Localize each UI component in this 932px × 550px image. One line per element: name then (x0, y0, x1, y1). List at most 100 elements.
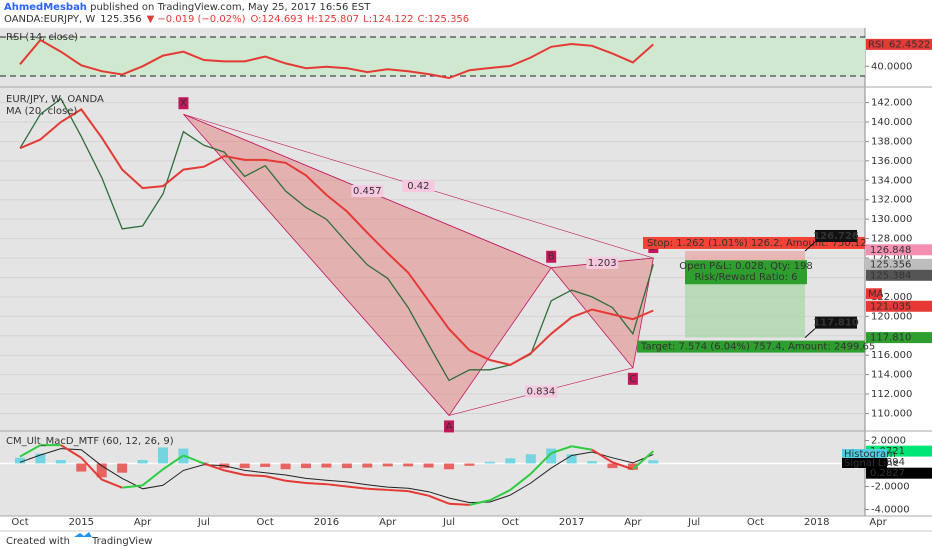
target-box (637, 340, 865, 353)
price-tag-label: 126.848 (870, 245, 911, 256)
price-tag (866, 258, 932, 270)
histogram-bar (648, 460, 659, 464)
price-tag-label: 117.810 (870, 333, 911, 344)
macd-line (60, 444, 82, 459)
stop-text: Stop: 1.262 (1.01%) 126.2, Amount: 750.1… (647, 238, 867, 249)
price-tag (866, 300, 932, 312)
pattern-point-label: A (446, 421, 453, 432)
x-tick-label: Oct (257, 517, 274, 528)
legend-signal: Signal Line (844, 458, 899, 469)
macd-line (387, 488, 409, 493)
macd-line (122, 484, 143, 489)
histogram-bar (35, 453, 46, 464)
macd-line (101, 478, 123, 489)
macd-line (407, 490, 429, 497)
x-tick-label: Apr (869, 517, 887, 528)
macd-line (285, 479, 307, 485)
ratio-label: 1.203 (588, 258, 617, 269)
ratio-box (351, 184, 384, 197)
pane-title: RSI (14, close) (6, 32, 78, 43)
y-tick-label: 110.000 (871, 408, 912, 419)
macd-line (264, 475, 286, 482)
rsi-line (19, 38, 654, 80)
pattern-point (178, 97, 189, 110)
legend-histogram: Histogram (844, 449, 896, 460)
target-flag-label: 117.810 (813, 318, 859, 329)
histogram-bar (362, 463, 373, 468)
x-tick-label: 2015 (69, 517, 94, 528)
y-tick-label: 142.000 (871, 98, 912, 109)
pattern-point (444, 420, 455, 433)
stop-flag-label: 126.726 (813, 231, 859, 242)
y-tick-label: 138.000 (871, 136, 912, 147)
macd-line (571, 445, 593, 451)
y-tick-label: 126.000 (871, 253, 912, 264)
footer-brand[interactable]: TradingView (91, 536, 152, 547)
last: 125.356 (100, 14, 141, 25)
symbol-line: OANDA:EURJPY, W 125.356 ▼ −0.019 (−0.02%) O:… (4, 14, 469, 25)
macd-line (509, 473, 532, 491)
x-tick-label: Apr (624, 517, 642, 528)
histogram-bar (546, 448, 557, 464)
x-tick-label: Oct (11, 517, 28, 528)
author: AhmedMesbah (4, 2, 87, 13)
pattern-point-label: B (548, 252, 555, 263)
rsi-tag-name: RSI (868, 39, 884, 50)
histogram-bar (239, 463, 250, 469)
macd-line (183, 454, 205, 465)
ratio-label: 0.42 (407, 181, 429, 192)
histogram-bar (587, 461, 598, 464)
y-tick-label: 40.0000 (871, 61, 912, 72)
header-line: AhmedMesbah published on TradingView.com… (4, 2, 371, 13)
y-tick-label: -4.0000 (871, 504, 910, 515)
macd-line (591, 448, 613, 464)
published: published on TradingView.com, May 25, 20… (87, 2, 371, 13)
y-tick-label: -2.0000 (871, 481, 910, 492)
macd-line (489, 489, 511, 502)
x-tick-label: Jul (687, 517, 700, 528)
y-tick-label: 122.000 (871, 292, 912, 303)
price-line (19, 97, 654, 382)
macd-line (305, 482, 327, 486)
rsi-band (0, 37, 865, 77)
y-tick-label: 112.000 (871, 389, 912, 400)
y-tick-label: 120.000 (871, 311, 912, 322)
ratio-label: 0.834 (527, 387, 556, 398)
stop-flag (815, 229, 857, 242)
histogram-bar (566, 454, 577, 464)
macd-line (469, 499, 491, 506)
legend-signal-box (842, 458, 887, 468)
tv-logo (74, 532, 92, 537)
histogram-bar (341, 463, 352, 469)
target-flag-pointer (804, 328, 816, 338)
histogram-bar (158, 447, 169, 464)
target-flag (815, 316, 857, 329)
ratio-box (586, 256, 619, 269)
pattern-point-label: C (629, 374, 636, 385)
y-tick-label: 136.000 (871, 156, 912, 167)
y-tick-label: 2.0000 (871, 436, 906, 447)
histogram-bar (260, 463, 271, 467)
x-tick-label: Apr (379, 517, 397, 528)
pattern-point (546, 250, 557, 263)
macd-line (428, 494, 450, 505)
x-tick-label: Apr (134, 517, 152, 528)
pnl-text: Open P&L: 0.028, Qty: 198 (679, 261, 812, 272)
ma-title: MA (20, close) (6, 106, 77, 117)
x-tick-label: 2017 (559, 517, 584, 528)
y-tick-label: 134.000 (871, 175, 912, 186)
x-tick-label: 2018 (804, 517, 829, 528)
footer-created: Created with (6, 536, 70, 547)
histogram-bar (117, 463, 128, 473)
arrow: ▼ (147, 14, 155, 25)
histogram-bar (280, 463, 291, 470)
ratio-box (524, 385, 557, 398)
close: C:125.356 (417, 14, 469, 25)
macd-line (203, 462, 225, 472)
ratio-text: Risk/Reward Ratio: 6 (694, 272, 797, 283)
macd-line (80, 457, 103, 481)
price-tag-label: 0.7894 (870, 457, 905, 468)
price-tag-label: 1.0721 (870, 446, 905, 457)
y-tick-label: 114.000 (871, 370, 912, 381)
stop-box (643, 236, 865, 249)
